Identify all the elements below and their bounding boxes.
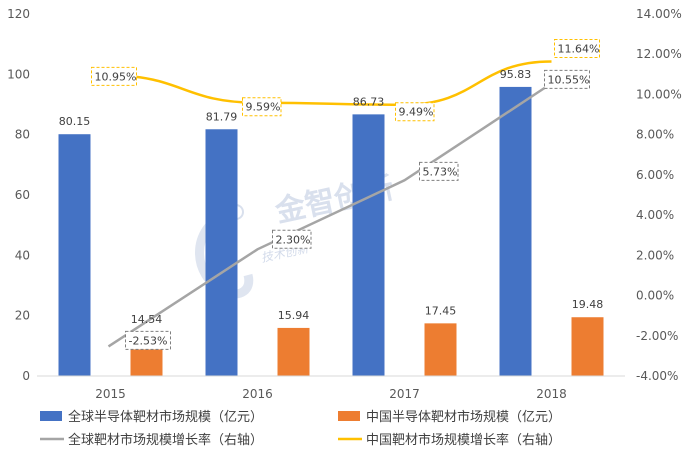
bar (58, 134, 91, 376)
y-right-tick-label: 8.00% (636, 128, 674, 142)
line-data-label: -2.53% (129, 334, 168, 347)
x-tick-label: 2017 (389, 387, 420, 401)
line-label-box (419, 161, 459, 181)
y-left-tick-label: 20 (15, 309, 30, 323)
line-label-box (91, 66, 137, 86)
line-label-box (554, 38, 600, 58)
y-left-tick-label: 80 (15, 128, 30, 142)
y-right-tick-label: 6.00% (636, 168, 674, 182)
legend-label: 中国半导体靶材市场规模（亿元） (366, 409, 561, 425)
x-tick-label: 2018 (536, 387, 567, 401)
line-data-label: 2.30% (276, 233, 311, 246)
y-right-tick-label: 10.00% (636, 87, 682, 101)
bar-data-label: 81.79 (206, 110, 238, 123)
y-right-tick-label: -2.00% (636, 329, 678, 343)
legend-swatch (40, 411, 62, 421)
y-right-tick-label: 14.00% (636, 7, 682, 21)
legend-swatch (338, 411, 360, 421)
line-data-label: 11.64% (558, 42, 600, 55)
bar-data-label: 14.54 (131, 313, 163, 326)
series-line (108, 60, 552, 106)
bar (424, 323, 457, 376)
bar-data-label: 80.15 (59, 115, 91, 128)
bar (277, 327, 310, 376)
line-label-box (272, 229, 312, 249)
bar (499, 86, 532, 376)
y-right-tick-label: 4.00% (636, 208, 674, 222)
bar-data-label: 15.94 (278, 309, 310, 322)
bar-data-label: 95.83 (500, 68, 532, 81)
y-left-tick-label: 0 (22, 369, 30, 383)
y-left-tick-label: 60 (15, 188, 30, 202)
bar-data-label: 17.45 (425, 304, 457, 317)
y-left-tick-label: 120 (7, 7, 30, 21)
bar (205, 129, 238, 376)
bar-data-label: 86.73 (353, 95, 385, 108)
line-label-box (242, 97, 282, 117)
line-data-label: 9.49% (399, 106, 434, 119)
line-data-label: 10.95% (95, 70, 137, 83)
series-line (107, 82, 553, 348)
y-right-tick-label: -4.00% (636, 369, 678, 383)
bar (571, 317, 604, 376)
line-label-box (125, 330, 171, 350)
bar-data-label: 19.48 (572, 298, 604, 311)
line-label-box (395, 102, 435, 122)
line-data-label: 5.73% (423, 165, 458, 178)
y-right-tick-label: 12.00% (636, 47, 682, 61)
legend-label: 全球靶材市场规模增长率（右轴） (68, 432, 263, 448)
x-tick-label: 2015 (95, 387, 126, 401)
legend-label: 全球半导体靶材市场规模（亿元） (68, 409, 263, 425)
y-right-tick-label: 0.00% (636, 289, 674, 303)
y-left-tick-label: 100 (7, 67, 30, 81)
line-data-label: 10.55% (548, 73, 590, 86)
line-data-label: 9.59% (246, 101, 281, 114)
line-label-box (544, 69, 590, 89)
legend-label: 中国靶材市场规模增长率（右轴） (366, 432, 561, 448)
y-left-tick-label: 40 (15, 248, 30, 262)
x-tick-label: 2016 (242, 387, 273, 401)
bar (352, 114, 385, 376)
y-right-tick-label: 2.00% (636, 248, 674, 262)
